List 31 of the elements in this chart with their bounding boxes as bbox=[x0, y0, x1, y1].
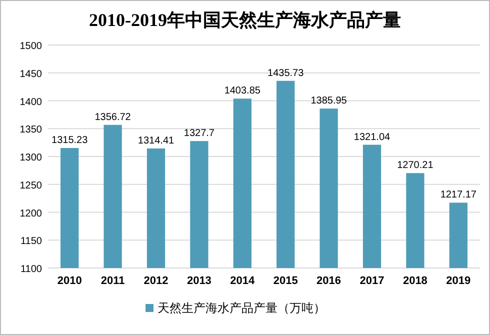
data-label: 1403.85 bbox=[224, 86, 261, 97]
x-tick-label: 2019 bbox=[446, 275, 471, 287]
data-label: 1315.23 bbox=[52, 135, 88, 146]
data-label: 1385.95 bbox=[310, 96, 348, 107]
y-tick-label: 1200 bbox=[20, 208, 42, 220]
x-tick-label: 2017 bbox=[360, 275, 384, 287]
legend-label: 天然生产海水产品产量（万吨） bbox=[158, 301, 326, 315]
chart-title: 2010-2019年中国天然生产海水产品产量 bbox=[89, 10, 401, 30]
y-tick-label: 1300 bbox=[20, 152, 42, 164]
x-tick-label: 2012 bbox=[144, 275, 168, 287]
y-tick-label: 1100 bbox=[20, 264, 42, 275]
x-tick-label: 2018 bbox=[402, 275, 428, 287]
y-tick-label: 1150 bbox=[20, 236, 42, 248]
y-tick-label: 1400 bbox=[20, 96, 42, 108]
y-tick-label: 1500 bbox=[20, 41, 42, 52]
data-label: 1217.17 bbox=[440, 190, 477, 201]
data-label: 1435.73 bbox=[268, 68, 304, 79]
data-label: 1327.7 bbox=[184, 128, 215, 140]
x-tick-label: 2016 bbox=[316, 275, 342, 287]
x-tick-label: 2014 bbox=[230, 275, 256, 287]
x-tick-label: 2015 bbox=[273, 275, 298, 287]
data-label: 1321.04 bbox=[354, 132, 391, 143]
data-label: 1356.72 bbox=[94, 112, 132, 123]
data-label: 1270.21 bbox=[397, 160, 434, 172]
x-tick-label: 2011 bbox=[100, 275, 125, 287]
y-tick-label: 1350 bbox=[20, 124, 42, 136]
y-tick-label: 1250 bbox=[20, 180, 42, 192]
x-tick-label: 2010 bbox=[57, 275, 82, 287]
y-tick-label: 1450 bbox=[20, 68, 42, 80]
x-tick-label: 2013 bbox=[186, 275, 212, 287]
data-label: 1314.41 bbox=[138, 135, 175, 146]
